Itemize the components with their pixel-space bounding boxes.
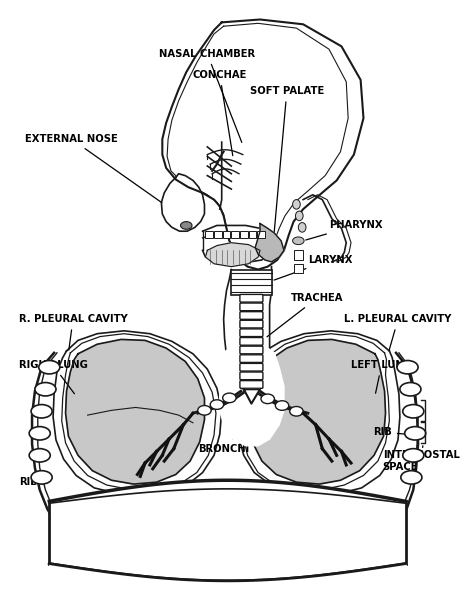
Ellipse shape: [31, 404, 52, 418]
Text: TRACHEA: TRACHEA: [267, 293, 343, 337]
Polygon shape: [255, 224, 284, 262]
Text: PHARYNX: PHARYNX: [306, 221, 383, 240]
Ellipse shape: [261, 394, 274, 404]
Ellipse shape: [403, 404, 424, 418]
Bar: [257, 231, 265, 238]
Text: SOFT PALATE: SOFT PALATE: [250, 86, 324, 238]
Ellipse shape: [401, 471, 422, 484]
Bar: [248, 231, 256, 238]
Ellipse shape: [292, 199, 300, 209]
Text: CONCHAE: CONCHAE: [192, 70, 247, 156]
Ellipse shape: [223, 393, 236, 402]
Ellipse shape: [397, 361, 418, 374]
Bar: [293, 250, 303, 260]
Bar: [293, 264, 303, 274]
Text: RIB: RIB: [18, 477, 42, 487]
Ellipse shape: [298, 223, 306, 232]
Ellipse shape: [292, 237, 304, 244]
Polygon shape: [49, 502, 406, 586]
Polygon shape: [248, 339, 385, 484]
Polygon shape: [244, 389, 260, 404]
Text: NASAL CHAMBER: NASAL CHAMBER: [159, 49, 255, 142]
Ellipse shape: [400, 382, 421, 396]
Ellipse shape: [39, 361, 60, 374]
Ellipse shape: [198, 406, 211, 415]
Polygon shape: [236, 331, 400, 496]
Ellipse shape: [290, 407, 303, 416]
FancyBboxPatch shape: [240, 337, 263, 345]
Text: L. PLEURAL CAVITY: L. PLEURAL CAVITY: [344, 314, 452, 350]
Bar: [214, 231, 222, 238]
Polygon shape: [65, 339, 204, 484]
Text: EXTERNAL NOSE: EXTERNAL NOSE: [25, 134, 162, 203]
FancyBboxPatch shape: [240, 364, 263, 371]
Bar: [205, 231, 213, 238]
FancyBboxPatch shape: [240, 312, 263, 319]
Ellipse shape: [295, 211, 303, 221]
Text: INTERCOSTAL
SPACE: INTERCOSTAL SPACE: [383, 446, 459, 472]
FancyBboxPatch shape: [240, 346, 263, 354]
FancyBboxPatch shape: [240, 294, 263, 302]
Text: RIGHT LUNG: RIGHT LUNG: [18, 361, 88, 394]
Ellipse shape: [403, 449, 424, 462]
Ellipse shape: [31, 471, 52, 484]
Ellipse shape: [275, 401, 289, 410]
FancyBboxPatch shape: [240, 329, 263, 337]
Ellipse shape: [29, 427, 50, 440]
FancyBboxPatch shape: [240, 320, 263, 328]
Polygon shape: [32, 353, 418, 552]
Ellipse shape: [35, 382, 56, 396]
Polygon shape: [220, 346, 284, 446]
Text: LEFT LUNG: LEFT LUNG: [351, 361, 412, 393]
Ellipse shape: [181, 222, 192, 229]
Ellipse shape: [405, 427, 426, 440]
Text: LARYNX: LARYNX: [274, 255, 353, 280]
FancyBboxPatch shape: [231, 269, 272, 295]
Ellipse shape: [29, 449, 50, 462]
FancyBboxPatch shape: [240, 372, 263, 379]
Polygon shape: [162, 19, 364, 269]
Text: DIAPHRAGM: DIAPHRAGM: [168, 503, 237, 550]
FancyBboxPatch shape: [240, 381, 263, 389]
Bar: [231, 231, 239, 238]
Ellipse shape: [210, 400, 224, 409]
FancyBboxPatch shape: [240, 355, 263, 362]
Text: BRONCHI: BRONCHI: [198, 422, 249, 454]
Text: R. PLEURAL CAVITY: R. PLEURAL CAVITY: [18, 314, 128, 350]
Polygon shape: [161, 174, 204, 231]
Polygon shape: [53, 331, 222, 496]
Bar: [223, 231, 230, 238]
Text: RIB: RIB: [373, 427, 406, 437]
FancyBboxPatch shape: [240, 303, 263, 311]
Polygon shape: [205, 243, 260, 267]
Bar: [240, 231, 247, 238]
